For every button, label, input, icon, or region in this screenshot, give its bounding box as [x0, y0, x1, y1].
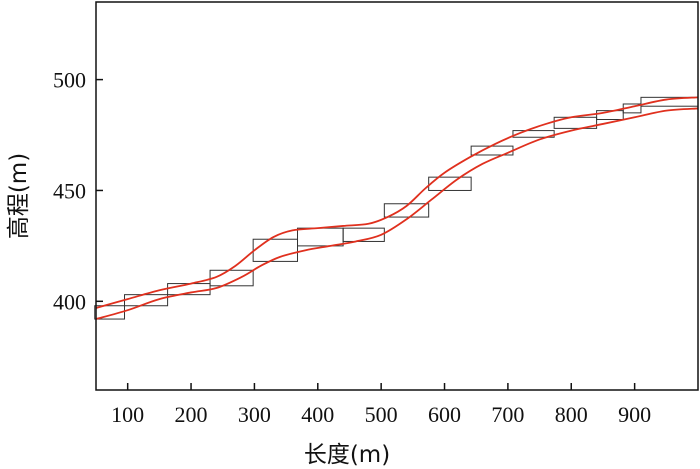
x-axis: 100 200 300 400 500 600 700 800 900	[111, 383, 651, 427]
step-box	[383, 203, 430, 218]
step-box	[512, 130, 555, 138]
y-axis: 400 450 500	[53, 68, 103, 314]
x-tick-label: 300	[238, 402, 271, 427]
y-tick-label: 500	[53, 68, 86, 93]
y-tick-label: 450	[53, 178, 86, 203]
y-axis-title: 高程(m)	[6, 153, 32, 239]
step-box	[342, 227, 385, 242]
plot-frame	[95, 1, 699, 391]
x-tick-label: 900	[618, 402, 651, 427]
x-tick-label: 800	[555, 402, 588, 427]
curve-layer	[95, 96, 699, 320]
x-tick-label: 700	[491, 402, 524, 427]
x-axis-title: 长度(m)	[304, 442, 390, 468]
step-box	[428, 176, 472, 191]
x-tick-label: 100	[111, 402, 144, 427]
step-box	[94, 305, 126, 320]
elevation-curve	[95, 96, 699, 309]
x-tick-label: 600	[428, 402, 461, 427]
x-tick-label: 200	[175, 402, 208, 427]
x-tick-label: 400	[301, 402, 334, 427]
y-tick-label: 400	[53, 289, 86, 314]
step-box	[209, 269, 254, 287]
box-layer	[94, 96, 699, 320]
x-tick-label: 500	[365, 402, 398, 427]
step-box	[297, 227, 344, 247]
elevation-curve	[95, 107, 699, 320]
